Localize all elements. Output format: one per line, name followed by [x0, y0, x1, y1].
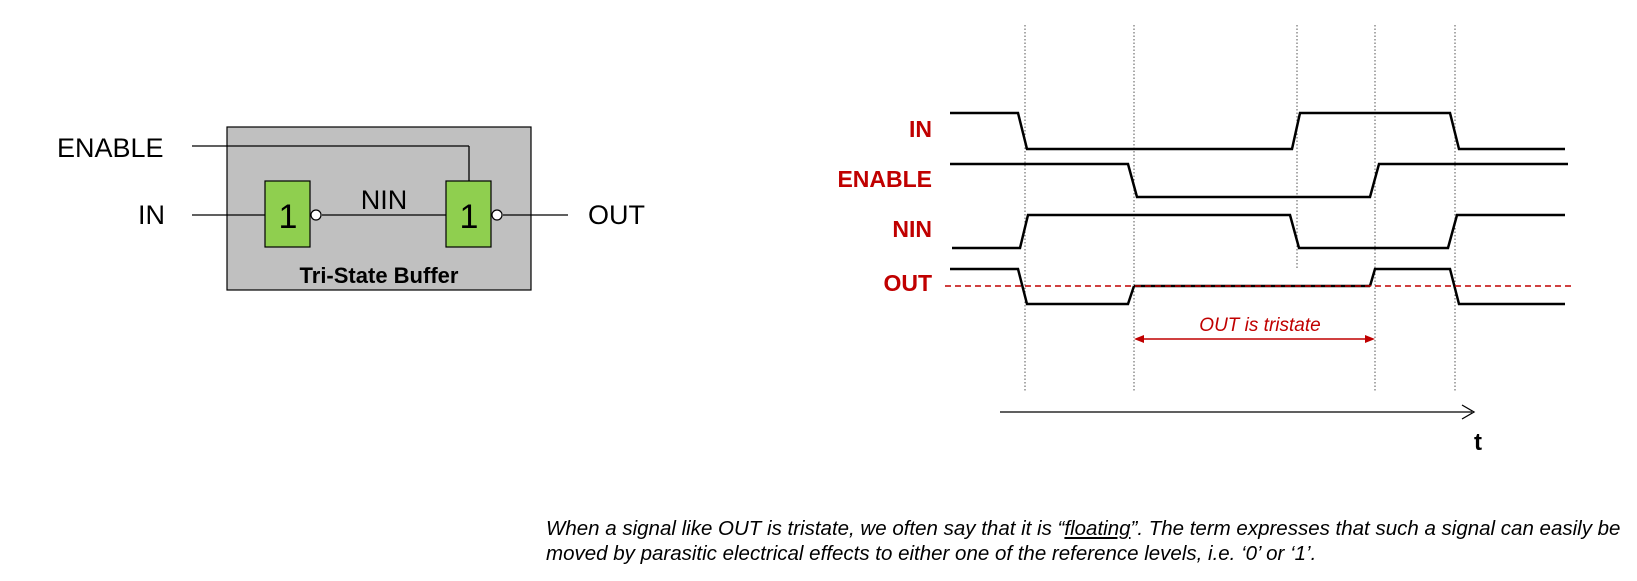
waveform-nin: [952, 215, 1565, 248]
waveform-enable: [950, 164, 1568, 197]
time-markers: [1025, 25, 1455, 392]
inverter-bubble-1: [311, 210, 321, 220]
in-label: IN: [138, 200, 165, 230]
tristate-label: OUT is tristate: [1199, 315, 1320, 336]
timing-label-in: IN: [909, 116, 932, 142]
nin-label: NIN: [361, 185, 408, 215]
timing-diagram: IN ENABLE NIN OUT OUT is tristate t: [837, 25, 1572, 456]
waveform-in: [950, 113, 1565, 149]
caption-part-1: When a signal like OUT is tristate, we o…: [546, 517, 1064, 540]
gate-1-label: 1: [279, 198, 298, 236]
buffer-title: Tri-State Buffer: [300, 263, 459, 288]
timing-label-nin: NIN: [892, 216, 932, 242]
floating-term: floating: [1064, 517, 1130, 540]
enable-label: ENABLE: [57, 133, 164, 163]
tristate-span-arrow: [1134, 335, 1375, 343]
inverter-bubble-2: [492, 210, 502, 220]
tri-state-circuit: 1 1 ENABLE IN NIN OUT Tri-State Buffer: [57, 127, 645, 290]
out-label: OUT: [588, 200, 645, 230]
timing-label-out: OUT: [883, 270, 932, 296]
time-axis: [1000, 405, 1474, 419]
gate-2-label: 1: [460, 198, 479, 236]
time-axis-label: t: [1474, 429, 1482, 456]
explanation-caption: When a signal like OUT is tristate, we o…: [546, 516, 1626, 566]
timing-label-enable: ENABLE: [837, 166, 932, 192]
